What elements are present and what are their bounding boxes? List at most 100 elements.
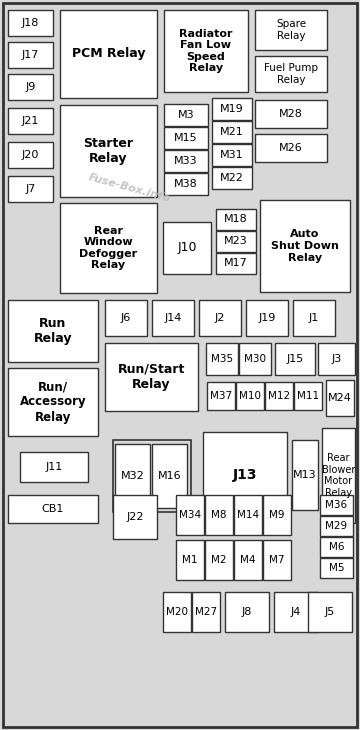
Bar [205,495,233,535]
Bar [176,540,204,580]
Text: J5: J5 [325,607,335,617]
Bar [8,142,53,168]
Bar [275,343,315,375]
Text: Spare
Relay: Spare Relay [276,19,306,41]
Bar [308,592,352,632]
Text: M15: M15 [174,133,198,143]
Bar [322,428,355,523]
Text: M28: M28 [279,109,303,119]
Bar [255,56,327,92]
Text: M36: M36 [325,500,347,510]
Bar [265,382,293,410]
Bar [164,10,248,92]
Bar [293,300,335,336]
Bar [255,100,327,128]
Bar [163,592,191,632]
Text: J1: J1 [309,313,319,323]
Bar [152,300,194,336]
Text: J7: J7 [25,184,36,194]
Bar [60,203,157,293]
Text: M11: M11 [297,391,319,401]
Text: Run
Relay: Run Relay [34,317,72,345]
Text: M33: M33 [174,156,198,166]
Text: Radiator
Fan Low
Speed
Relay: Radiator Fan Low Speed Relay [179,28,233,74]
Bar [239,343,271,375]
Bar [255,10,327,50]
Bar [320,516,353,536]
Text: M32: M32 [121,471,144,481]
Text: J19: J19 [258,313,276,323]
Bar [176,495,204,535]
Bar [320,537,353,557]
Bar [113,495,157,539]
Bar [212,121,252,143]
Text: J14: J14 [164,313,182,323]
Bar [320,495,353,515]
Text: J13: J13 [233,468,257,482]
Text: J3: J3 [331,354,342,364]
Text: J22: J22 [126,512,144,522]
Text: J6: J6 [121,313,131,323]
Text: M30: M30 [244,354,266,364]
Text: M22: M22 [220,173,244,183]
Text: Run/Start
Relay: Run/Start Relay [118,363,185,391]
Text: J18: J18 [22,18,39,28]
Bar [60,105,157,197]
Bar [113,440,191,512]
Bar [216,231,256,252]
Text: Rear
Window
Defogger
Relay: Rear Window Defogger Relay [80,226,138,270]
Text: M19: M19 [220,104,244,114]
Bar [205,540,233,580]
Bar [199,300,241,336]
Bar [8,42,53,68]
Text: J20: J20 [22,150,39,160]
Bar [164,127,208,149]
Text: M6: M6 [329,542,344,552]
Text: M9: M9 [269,510,285,520]
Text: M7: M7 [269,555,285,565]
Text: M26: M26 [279,143,303,153]
Text: M34: M34 [179,510,201,520]
Bar [164,150,208,172]
Bar [234,540,262,580]
Text: M8: M8 [211,510,227,520]
Text: M17: M17 [224,258,248,269]
Bar [8,74,53,100]
Text: M37: M37 [210,391,232,401]
Bar [206,343,238,375]
Bar [263,540,291,580]
Bar [60,10,157,98]
Bar [8,176,53,202]
Text: J8: J8 [242,607,252,617]
Text: PCM Relay: PCM Relay [72,47,145,61]
Text: M1: M1 [182,555,198,565]
Text: Fuel Pump
Relay: Fuel Pump Relay [264,64,318,85]
Text: J11: J11 [45,462,63,472]
Text: M16: M16 [158,471,181,481]
Bar [8,300,98,362]
Text: J2: J2 [215,313,225,323]
Text: M31: M31 [220,150,244,160]
Text: M14: M14 [237,510,259,520]
Text: M29: M29 [325,521,347,531]
Text: J17: J17 [22,50,39,60]
Text: M24: M24 [328,393,352,403]
Bar [105,343,198,411]
Bar [234,495,262,535]
Bar [207,382,235,410]
Text: CB1: CB1 [42,504,64,514]
Bar [216,209,256,230]
Bar [263,495,291,535]
Bar [212,98,252,120]
Bar [105,300,147,336]
Bar [225,592,269,632]
Text: Auto
Shut Down
Relay: Auto Shut Down Relay [271,229,339,263]
Text: Rear
Blower
Motor
Relay: Rear Blower Motor Relay [322,453,355,498]
Bar [246,300,288,336]
Bar [20,452,88,482]
Bar [274,592,318,632]
Bar [203,432,287,518]
Bar [8,368,98,436]
Bar [164,104,208,126]
Text: Fuse-Box.info: Fuse-Box.info [88,172,172,204]
